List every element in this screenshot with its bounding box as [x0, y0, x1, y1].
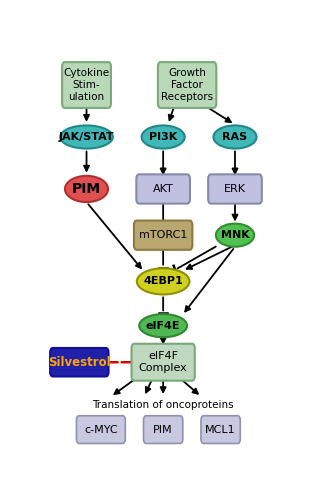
Text: c-MYC: c-MYC: [84, 424, 118, 434]
FancyBboxPatch shape: [62, 62, 111, 108]
Text: PIM: PIM: [72, 182, 101, 196]
Text: Translation of oncoproteins: Translation of oncoproteins: [92, 400, 234, 409]
Text: 4EBP1: 4EBP1: [143, 276, 183, 286]
Text: Silvestrol: Silvestrol: [48, 356, 111, 368]
Ellipse shape: [216, 224, 254, 246]
FancyBboxPatch shape: [76, 416, 125, 444]
Ellipse shape: [65, 176, 108, 202]
Text: JAK/STAT: JAK/STAT: [59, 132, 114, 142]
Text: PIM: PIM: [153, 424, 173, 434]
FancyBboxPatch shape: [201, 416, 240, 444]
Text: MNK: MNK: [221, 230, 249, 240]
FancyBboxPatch shape: [134, 220, 193, 250]
Text: MCL1: MCL1: [205, 424, 236, 434]
Text: Growth
Factor
Receptors: Growth Factor Receptors: [161, 68, 213, 102]
FancyBboxPatch shape: [158, 62, 216, 108]
Text: AKT: AKT: [153, 184, 174, 194]
FancyBboxPatch shape: [132, 344, 195, 380]
FancyBboxPatch shape: [208, 174, 262, 204]
Text: Cytokine
Stim-
ulation: Cytokine Stim- ulation: [63, 68, 110, 102]
Ellipse shape: [214, 126, 256, 148]
Text: mTORC1: mTORC1: [139, 230, 187, 240]
Text: PI3K: PI3K: [149, 132, 177, 142]
FancyBboxPatch shape: [143, 416, 183, 444]
Ellipse shape: [60, 126, 113, 148]
Text: eIF4F
Complex: eIF4F Complex: [139, 352, 188, 373]
Text: eIF4E: eIF4E: [146, 320, 180, 330]
Ellipse shape: [137, 268, 189, 294]
FancyBboxPatch shape: [136, 174, 190, 204]
Text: ERK: ERK: [224, 184, 246, 194]
FancyBboxPatch shape: [50, 348, 108, 376]
Ellipse shape: [139, 314, 187, 337]
Text: RAS: RAS: [222, 132, 248, 142]
Ellipse shape: [142, 126, 185, 148]
